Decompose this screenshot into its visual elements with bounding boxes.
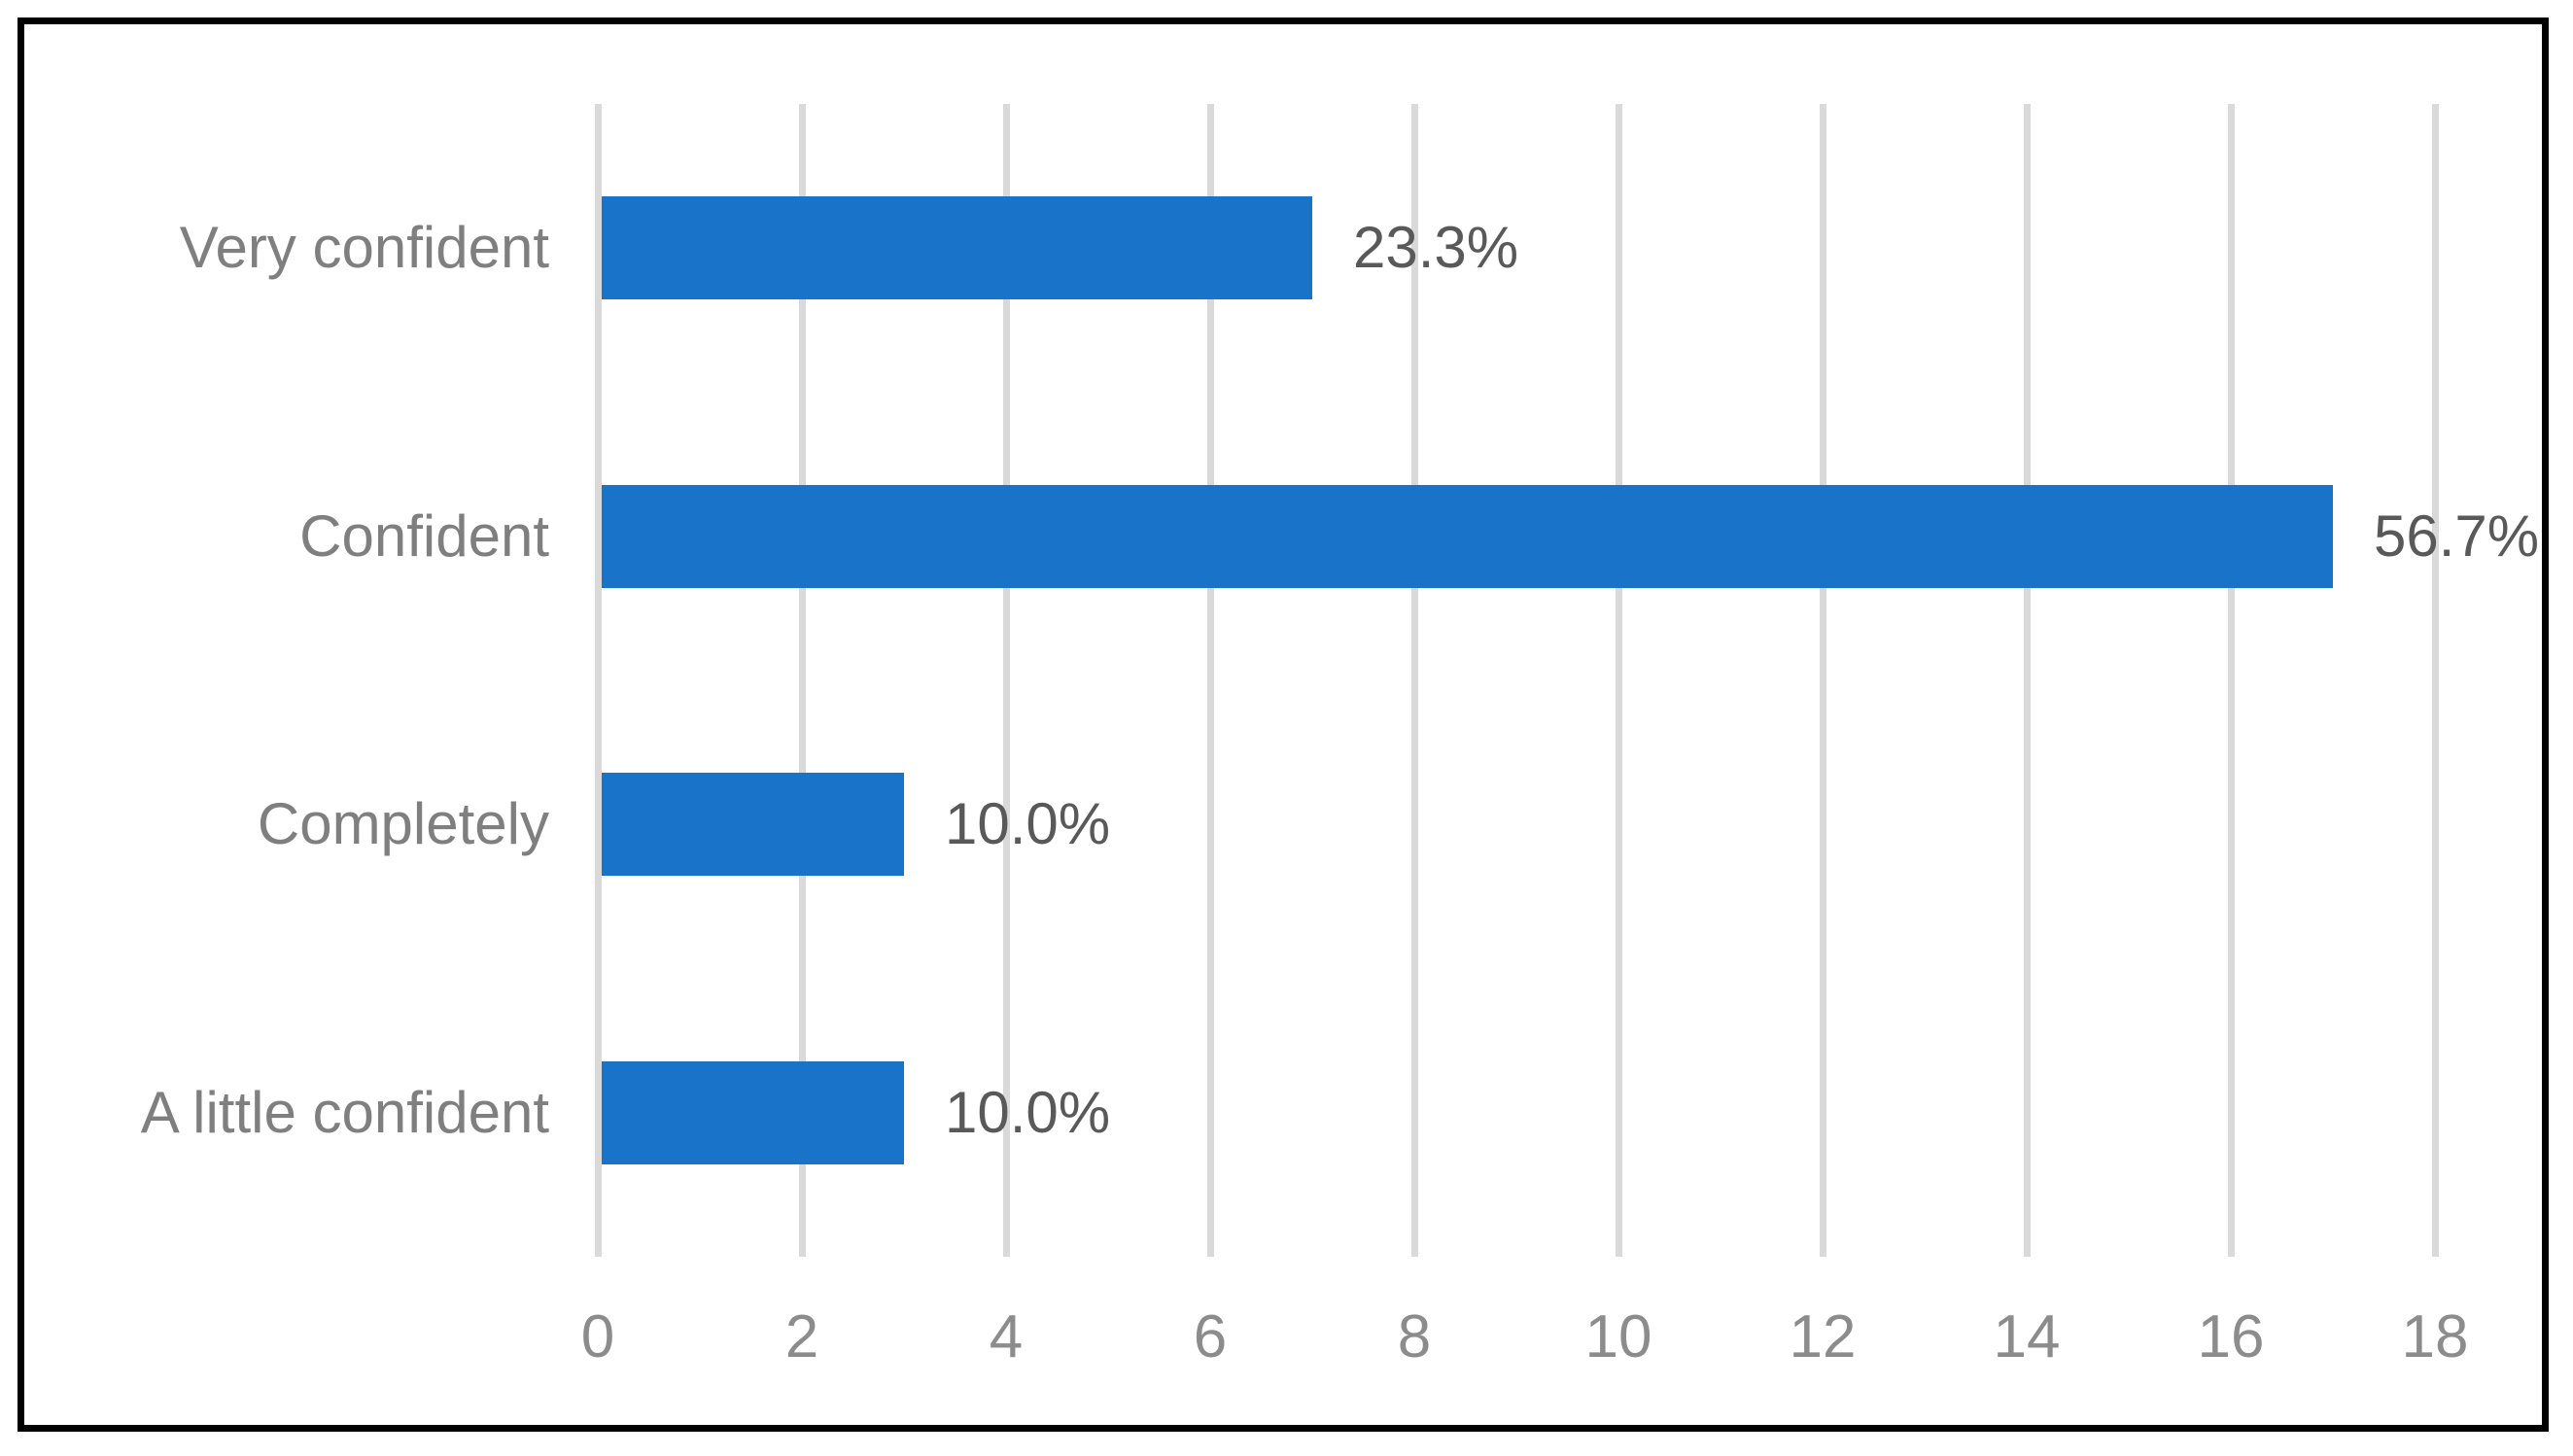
bar-a-little-confident — [602, 1061, 904, 1164]
bar-confident — [602, 485, 2333, 588]
value-label: 10.0% — [945, 791, 1111, 856]
value-label: 23.3% — [1353, 215, 1519, 280]
category-label: Very confident — [179, 215, 549, 280]
x-tick-label-12: 12 — [1789, 1303, 1857, 1370]
x-tick-label-2: 2 — [784, 1303, 819, 1370]
gridline-x-10 — [1616, 104, 1622, 1257]
gridline-x-14 — [2024, 104, 2031, 1257]
x-tick-label-0: 0 — [580, 1303, 615, 1370]
gridline-x-2 — [799, 104, 806, 1257]
chart-border — [17, 17, 2549, 1432]
x-tick-label-8: 8 — [1397, 1303, 1432, 1370]
x-tick-label-14: 14 — [1993, 1303, 2061, 1370]
bar-very-confident — [602, 196, 1312, 299]
gridline-x-8 — [1411, 104, 1418, 1257]
gridline-x-0 — [595, 104, 602, 1257]
value-label: 56.7% — [2374, 503, 2540, 569]
category-label: Completely — [257, 791, 549, 856]
gridline-x-12 — [1820, 104, 1826, 1257]
gridline-x-16 — [2228, 104, 2235, 1257]
gridline-x-4 — [1003, 104, 1010, 1257]
bar-completely — [602, 773, 904, 876]
gridline-x-6 — [1207, 104, 1214, 1257]
x-tick-label-10: 10 — [1584, 1303, 1652, 1370]
category-label: A little confident — [140, 1080, 549, 1145]
x-tick-label-6: 6 — [1193, 1303, 1228, 1370]
x-tick-label-16: 16 — [2197, 1303, 2265, 1370]
x-tick-label-4: 4 — [989, 1303, 1024, 1370]
category-label: Confident — [299, 503, 549, 569]
gridline-x-18 — [2432, 104, 2439, 1257]
x-tick-label-18: 18 — [2401, 1303, 2469, 1370]
value-label: 10.0% — [945, 1080, 1111, 1145]
